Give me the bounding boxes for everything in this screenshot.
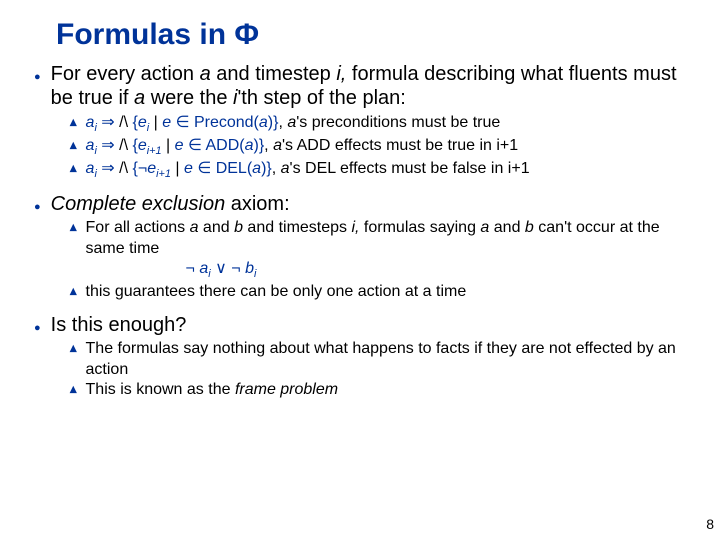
bullet-l2-group-3: ▴ The formulas say nothing about what ha… [70,339,692,400]
bullet-l1-2: ● Complete exclusion axiom: [34,192,692,216]
l1-text: Is this enough? [51,313,692,337]
dot-icon: ● [34,201,41,214]
arrow-up-icon: ▴ [70,160,77,177]
formula-row: ▴ ai ⇒ /\ {ei+1 | e ∈ ADD(a)}, a's ADD e… [70,136,692,159]
excl-line: ▴ this guarantees there can be only one … [70,282,692,302]
l1-text: For every action a and timestep i, formu… [51,62,692,111]
exclusion-formula: ¬ ai ∨ ¬ bi [186,259,692,282]
bullet-l2-group-2: ▴ For all actions a and b and timesteps … [70,218,692,303]
slide-title: Formulas in Φ [56,18,692,52]
frame-line: ▴ The formulas say nothing about what ha… [70,339,692,380]
dot-icon: ● [34,322,41,335]
arrow-up-icon: ▴ [70,283,77,300]
l1-text: Complete exclusion axiom: [51,192,692,216]
arrow-up-icon: ▴ [70,219,77,236]
arrow-up-icon: ▴ [70,381,77,398]
bullet-l1-1: ● For every action a and timestep i, for… [34,62,692,111]
page-number: 8 [706,516,714,532]
arrow-up-icon: ▴ [70,340,77,357]
frame-line: ▴ This is known as the frame problem [70,380,692,400]
dot-icon: ● [34,71,41,84]
bullet-l1-3: ● Is this enough? [34,313,692,337]
formula-row: ▴ ai ⇒ /\ {¬ei+1 | e ∈ DEL(a)}, a's DEL … [70,159,692,182]
arrow-up-icon: ▴ [70,114,77,131]
formula-row: ▴ ai ⇒ /\ {ei | e ∈ Precond(a)}, a's pre… [70,113,692,136]
bullet-l2-group-1: ▴ ai ⇒ /\ {ei | e ∈ Precond(a)}, a's pre… [70,113,692,182]
arrow-up-icon: ▴ [70,137,77,154]
excl-line: ▴ For all actions a and b and timesteps … [70,218,692,282]
